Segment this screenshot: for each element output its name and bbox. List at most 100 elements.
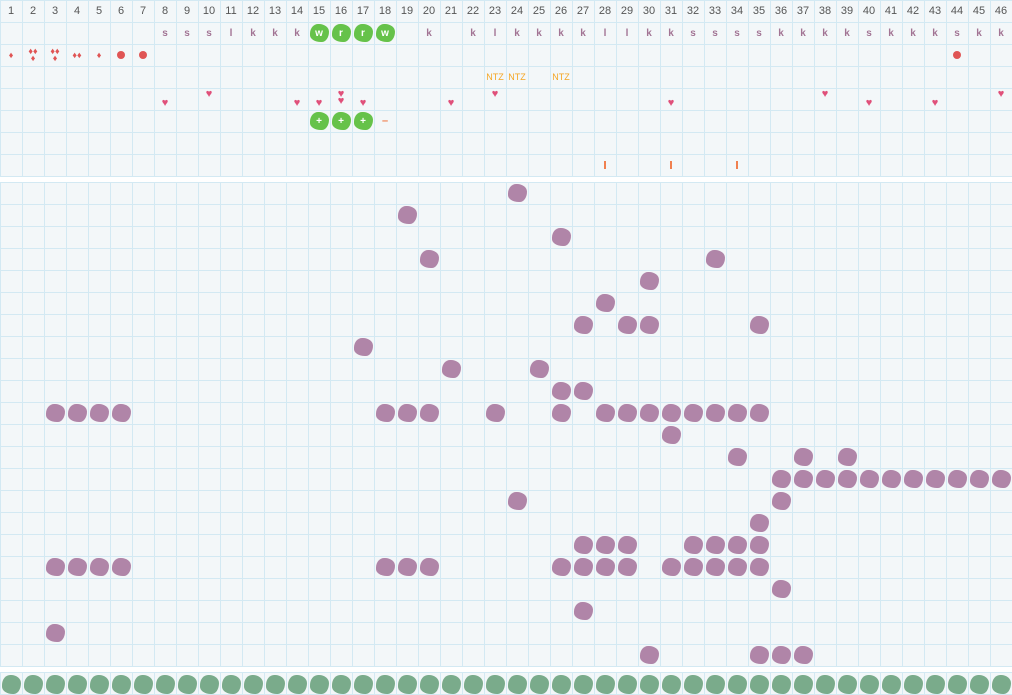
bottom-cell[interactable] bbox=[506, 673, 528, 695]
day-header[interactable]: 19 bbox=[396, 0, 418, 22]
day-header[interactable]: 17 bbox=[352, 0, 374, 22]
chart-point[interactable] bbox=[594, 402, 616, 424]
day-header[interactable]: 30 bbox=[638, 0, 660, 22]
day-header[interactable]: 28 bbox=[594, 0, 616, 22]
chart-point[interactable] bbox=[484, 402, 506, 424]
mucus-cell[interactable]: l bbox=[220, 22, 242, 44]
chart-point[interactable] bbox=[44, 402, 66, 424]
mucus-cell[interactable]: k bbox=[770, 22, 792, 44]
day-header[interactable]: 43 bbox=[924, 0, 946, 22]
chart-point[interactable] bbox=[726, 402, 748, 424]
chart-point[interactable] bbox=[572, 380, 594, 402]
day-header[interactable]: 42 bbox=[902, 0, 924, 22]
mucus-cell[interactable]: k bbox=[572, 22, 594, 44]
bottom-cell[interactable] bbox=[264, 673, 286, 695]
bottom-cell[interactable] bbox=[638, 673, 660, 695]
bottom-cell[interactable] bbox=[726, 673, 748, 695]
mucus-cell[interactable]: k bbox=[990, 22, 1012, 44]
day-header[interactable]: 20 bbox=[418, 0, 440, 22]
chart-point[interactable] bbox=[968, 468, 990, 490]
chart-point[interactable] bbox=[594, 292, 616, 314]
bottom-cell[interactable] bbox=[374, 673, 396, 695]
mucus-cell[interactable]: s bbox=[176, 22, 198, 44]
chart-point[interactable] bbox=[616, 534, 638, 556]
bottom-cell[interactable] bbox=[308, 673, 330, 695]
chart-point[interactable] bbox=[660, 424, 682, 446]
chart-point[interactable] bbox=[770, 644, 792, 666]
chart-point[interactable] bbox=[594, 534, 616, 556]
bottom-cell[interactable] bbox=[572, 673, 594, 695]
chart-point[interactable] bbox=[110, 402, 132, 424]
chart-point[interactable] bbox=[682, 556, 704, 578]
chart-point[interactable] bbox=[770, 468, 792, 490]
mucus-cell[interactable]: k bbox=[462, 22, 484, 44]
mucus-cell-highlight[interactable]: r bbox=[330, 22, 352, 44]
marker-cell[interactable] bbox=[660, 154, 682, 176]
bleeding-cell[interactable] bbox=[946, 44, 968, 66]
chart-point[interactable] bbox=[44, 556, 66, 578]
mucus-cell-highlight[interactable]: w bbox=[374, 22, 396, 44]
mucus-cell[interactable]: k bbox=[638, 22, 660, 44]
bleeding-cell[interactable] bbox=[110, 44, 132, 66]
mucus-cell[interactable]: k bbox=[550, 22, 572, 44]
bottom-cell[interactable] bbox=[836, 673, 858, 695]
day-header[interactable]: 29 bbox=[616, 0, 638, 22]
mucus-cell[interactable]: l bbox=[484, 22, 506, 44]
chart-point[interactable] bbox=[396, 556, 418, 578]
bottom-cell[interactable] bbox=[858, 673, 880, 695]
chart-point[interactable] bbox=[572, 556, 594, 578]
chart-point[interactable] bbox=[748, 402, 770, 424]
chart-point[interactable] bbox=[440, 358, 462, 380]
chart-point[interactable] bbox=[88, 556, 110, 578]
chart-point[interactable] bbox=[638, 644, 660, 666]
chart-point[interactable] bbox=[748, 644, 770, 666]
chart-point[interactable] bbox=[924, 468, 946, 490]
day-header[interactable]: 9 bbox=[176, 0, 198, 22]
bottom-cell[interactable] bbox=[660, 673, 682, 695]
intercourse-cell[interactable]: ♥ bbox=[352, 88, 374, 110]
chart-point[interactable] bbox=[572, 534, 594, 556]
day-header[interactable]: 32 bbox=[682, 0, 704, 22]
bottom-cell[interactable] bbox=[594, 673, 616, 695]
bottom-cell[interactable] bbox=[88, 673, 110, 695]
mucus-cell[interactable]: s bbox=[748, 22, 770, 44]
day-header[interactable]: 44 bbox=[946, 0, 968, 22]
chart-point[interactable] bbox=[748, 556, 770, 578]
day-header[interactable]: 16 bbox=[330, 0, 352, 22]
mucus-cell[interactable]: k bbox=[968, 22, 990, 44]
bottom-cell[interactable] bbox=[110, 673, 132, 695]
day-header[interactable]: 34 bbox=[726, 0, 748, 22]
chart-point[interactable] bbox=[550, 226, 572, 248]
mucus-cell[interactable]: s bbox=[154, 22, 176, 44]
bleeding-cell[interactable]: ♦♦ bbox=[66, 44, 88, 66]
mucus-cell[interactable]: k bbox=[286, 22, 308, 44]
day-header[interactable]: 13 bbox=[264, 0, 286, 22]
bottom-cell[interactable] bbox=[968, 673, 990, 695]
test-cell[interactable]: – bbox=[374, 110, 396, 132]
bottom-cell[interactable] bbox=[924, 673, 946, 695]
intercourse-cell[interactable]: ♥ bbox=[198, 88, 220, 110]
mucus-cell[interactable]: k bbox=[902, 22, 924, 44]
chart-point[interactable] bbox=[44, 622, 66, 644]
bottom-cell[interactable] bbox=[154, 673, 176, 695]
day-header[interactable]: 8 bbox=[154, 0, 176, 22]
chart-point[interactable] bbox=[770, 490, 792, 512]
mucus-cell[interactable]: l bbox=[616, 22, 638, 44]
bottom-cell[interactable] bbox=[990, 673, 1012, 695]
chart-point[interactable] bbox=[792, 468, 814, 490]
bottom-cell[interactable] bbox=[704, 673, 726, 695]
chart-point[interactable] bbox=[506, 490, 528, 512]
chart-point[interactable] bbox=[616, 314, 638, 336]
bottom-cell[interactable] bbox=[946, 673, 968, 695]
test-cell[interactable]: + bbox=[308, 110, 330, 132]
day-header[interactable]: 15 bbox=[308, 0, 330, 22]
bottom-cell[interactable] bbox=[396, 673, 418, 695]
mucus-cell[interactable]: k bbox=[836, 22, 858, 44]
chart-point[interactable] bbox=[528, 358, 550, 380]
test-cell[interactable]: + bbox=[330, 110, 352, 132]
mucus-cell[interactable]: k bbox=[264, 22, 286, 44]
chart-point[interactable] bbox=[704, 402, 726, 424]
intercourse-cell[interactable]: ♥ bbox=[484, 88, 506, 110]
bottom-cell[interactable] bbox=[418, 673, 440, 695]
bottom-cell[interactable] bbox=[22, 673, 44, 695]
